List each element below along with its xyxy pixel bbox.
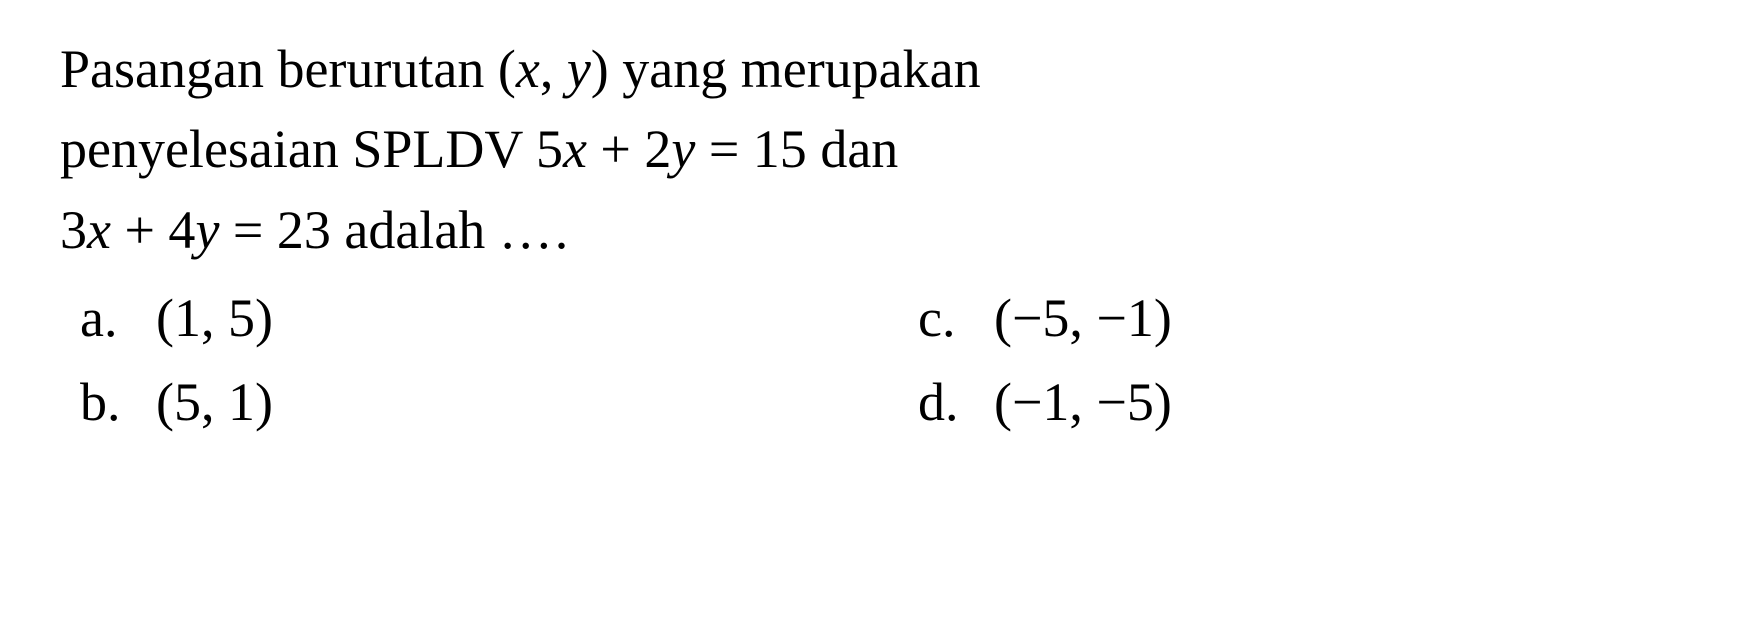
option-c-label: c.: [918, 279, 964, 357]
question-stem: Pasangan berurutan (x, y) yang merupakan…: [60, 30, 1696, 269]
option-b-label: b.: [80, 363, 126, 441]
question-block: Pasangan berurutan (x, y) yang merupakan…: [0, 0, 1756, 471]
option-a-label: a.: [80, 279, 126, 357]
option-b[interactable]: b. (5, 1): [60, 363, 858, 441]
var-y: y: [671, 119, 695, 179]
eq1-mid: + 2: [587, 119, 671, 179]
stem-text: ) yang merupakan: [591, 39, 981, 99]
answer-options: a. (1, 5) c. (−5, −1) b. (5, 1) d. (−1, …: [60, 279, 1696, 442]
option-a-text: (1, 5): [156, 279, 273, 357]
eq1-coef: 5: [536, 119, 563, 179]
stem-text: dan: [807, 119, 898, 179]
var-x: x: [87, 200, 111, 260]
eq2-rhs: = 23: [219, 200, 330, 260]
var-x: x: [563, 119, 587, 179]
var-y: y: [567, 39, 591, 99]
var-y: y: [195, 200, 219, 260]
option-d[interactable]: d. (−1, −5): [898, 363, 1696, 441]
eq1-rhs: = 15: [695, 119, 806, 179]
eq2-mid: + 4: [111, 200, 195, 260]
stem-line-2: penyelesaian SPLDV 5x + 2y = 15 dan: [60, 110, 1696, 188]
eq2-coef: 3: [60, 200, 87, 260]
stem-text: penyelesaian SPLDV: [60, 119, 536, 179]
stem-line-1: Pasangan berurutan (x, y) yang merupakan: [60, 30, 1696, 108]
option-a[interactable]: a. (1, 5): [60, 279, 858, 357]
option-c-text: (−5, −1): [994, 279, 1172, 357]
ellipsis-icon: ….: [499, 200, 571, 260]
stem-text: adalah: [331, 200, 499, 260]
option-b-text: (5, 1): [156, 363, 273, 441]
stem-text: ,: [540, 39, 567, 99]
option-d-text: (−1, −5): [994, 363, 1172, 441]
option-d-label: d.: [918, 363, 964, 441]
stem-text: Pasangan berurutan (: [60, 39, 516, 99]
stem-line-3: 3x + 4y = 23 adalah ….: [60, 191, 1696, 269]
var-x: x: [516, 39, 540, 99]
option-c[interactable]: c. (−5, −1): [898, 279, 1696, 357]
